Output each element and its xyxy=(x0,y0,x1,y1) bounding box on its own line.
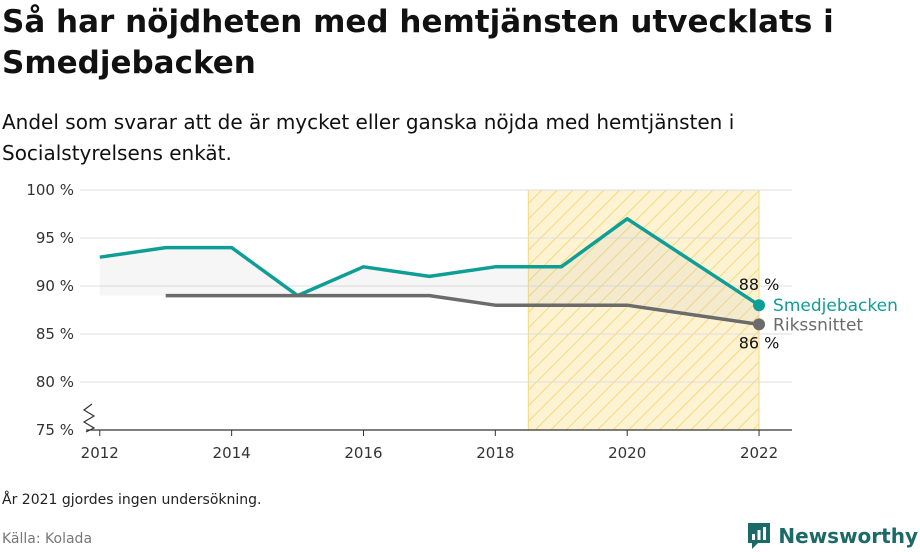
series-line-smedjebacken xyxy=(99,217,760,307)
brand-name: Newsworthy xyxy=(778,524,918,548)
x-tick-label: 2020 xyxy=(608,444,646,462)
data-label-smedjebacken: 88 % xyxy=(739,275,780,294)
y-tick-label: 75 % xyxy=(36,421,74,439)
x-tick-label: 2018 xyxy=(476,444,514,462)
chart-title: Så har nöjdheten med hemtjänsten utveckl… xyxy=(2,4,834,81)
x-tick-label: 2022 xyxy=(740,444,778,462)
series-line-rikssnittet xyxy=(165,293,760,327)
endpoint-marker-rikssnittet xyxy=(753,318,766,331)
newsworthy-logo-icon xyxy=(748,523,771,549)
series-label-rikssnittet: Rikssnittet xyxy=(773,315,863,335)
difference-band xyxy=(99,218,760,325)
endpoint-marker-smedjebacken xyxy=(753,299,766,312)
chart-subtitle: Andel som svarar att de är mycket eller … xyxy=(2,110,735,165)
brand-logo: Newsworthy xyxy=(746,520,918,552)
y-tick-label: 95 % xyxy=(36,229,74,247)
y-tick-label: 80 % xyxy=(36,373,74,391)
footnote: År 2021 gjordes ingen undersökning. xyxy=(2,492,262,508)
x-tick-label: 2012 xyxy=(81,444,119,462)
series-label-smedjebacken: Smedjebacken xyxy=(773,296,898,316)
y-tick-label: 90 % xyxy=(36,277,74,295)
x-tick-label: 2016 xyxy=(344,444,382,462)
source-note: Källa: Kolada xyxy=(2,531,93,547)
data-label-rikssnittet: 86 % xyxy=(739,333,780,352)
y-tick-label: 85 % xyxy=(36,325,74,343)
x-tick-label: 2014 xyxy=(213,444,251,462)
y-tick-label: 100 % xyxy=(26,181,74,199)
axis-break-icon xyxy=(82,403,96,433)
